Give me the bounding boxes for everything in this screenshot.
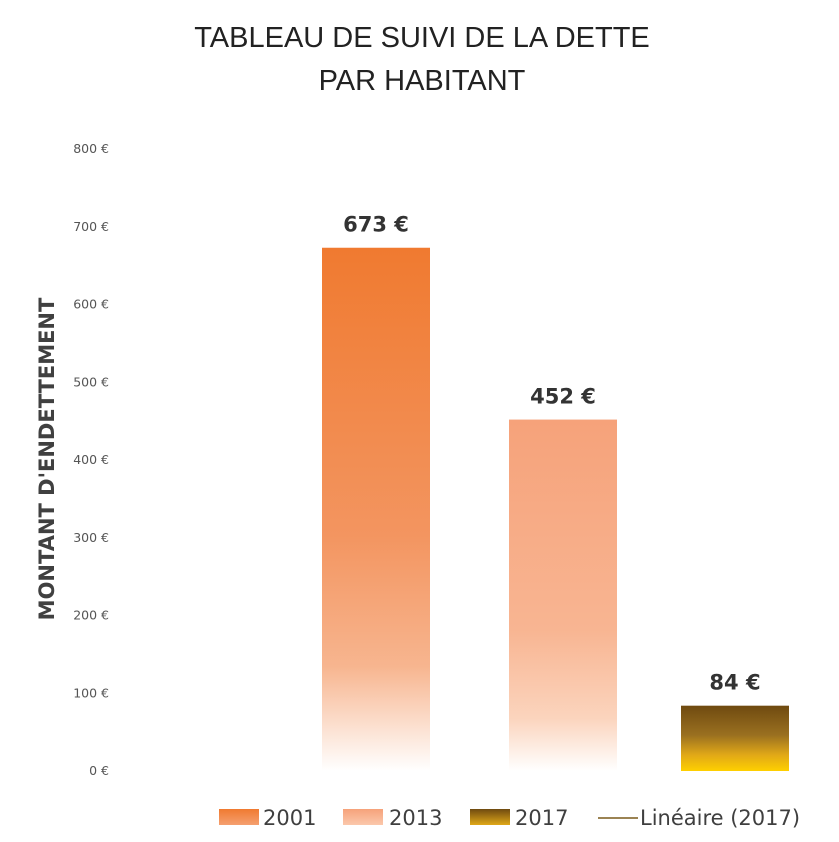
y-tick-label: 200 € (73, 608, 109, 623)
chart-title-line-2: PAR HABITANT (319, 65, 526, 97)
bar-2001 (322, 247, 430, 771)
legend-swatch-2017 (470, 809, 510, 825)
y-tick-label: 300 € (73, 530, 109, 545)
bar-2013 (509, 419, 617, 771)
y-tick-label: 700 € (73, 219, 109, 234)
bar-data-label-2017: 84 € (709, 671, 760, 695)
y-axis-label: MONTANT D'ENDETTEMENT (35, 297, 59, 620)
bar-data-label-2001: 673 € (343, 213, 409, 237)
legend-label-2001: 2001 (263, 806, 316, 830)
y-axis-ticks: 0 € 100 € 200 € 300 € 400 € 500 € 600 € 700 € 80… (73, 141, 109, 778)
legend-swatch-2013 (343, 809, 383, 825)
y-tick-label: 0 € (89, 763, 109, 778)
y-tick-label: 600 € (73, 297, 109, 312)
legend-label-2017: 2017 (515, 806, 568, 830)
chart-title-line-1: TABLEAU DE SUIVI DE LA DETTE (194, 22, 650, 54)
legend: 2001 2013 2017 Linéaire (2017) (219, 806, 800, 830)
y-tick-label: 800 € (73, 141, 109, 156)
legend-label-2013: 2013 (389, 806, 442, 830)
legend-swatch-2001 (219, 809, 259, 825)
y-tick-label: 400 € (73, 452, 109, 467)
y-tick-label: 500 € (73, 374, 109, 389)
bars (322, 247, 789, 771)
bar-2017 (681, 705, 789, 771)
y-tick-label: 100 € (73, 685, 109, 700)
bar-data-label-2013: 452 € (530, 385, 596, 409)
legend-label-trendline: Linéaire (2017) (640, 806, 800, 830)
bar-data-labels: 673 € 452 € 84 € (343, 213, 760, 695)
